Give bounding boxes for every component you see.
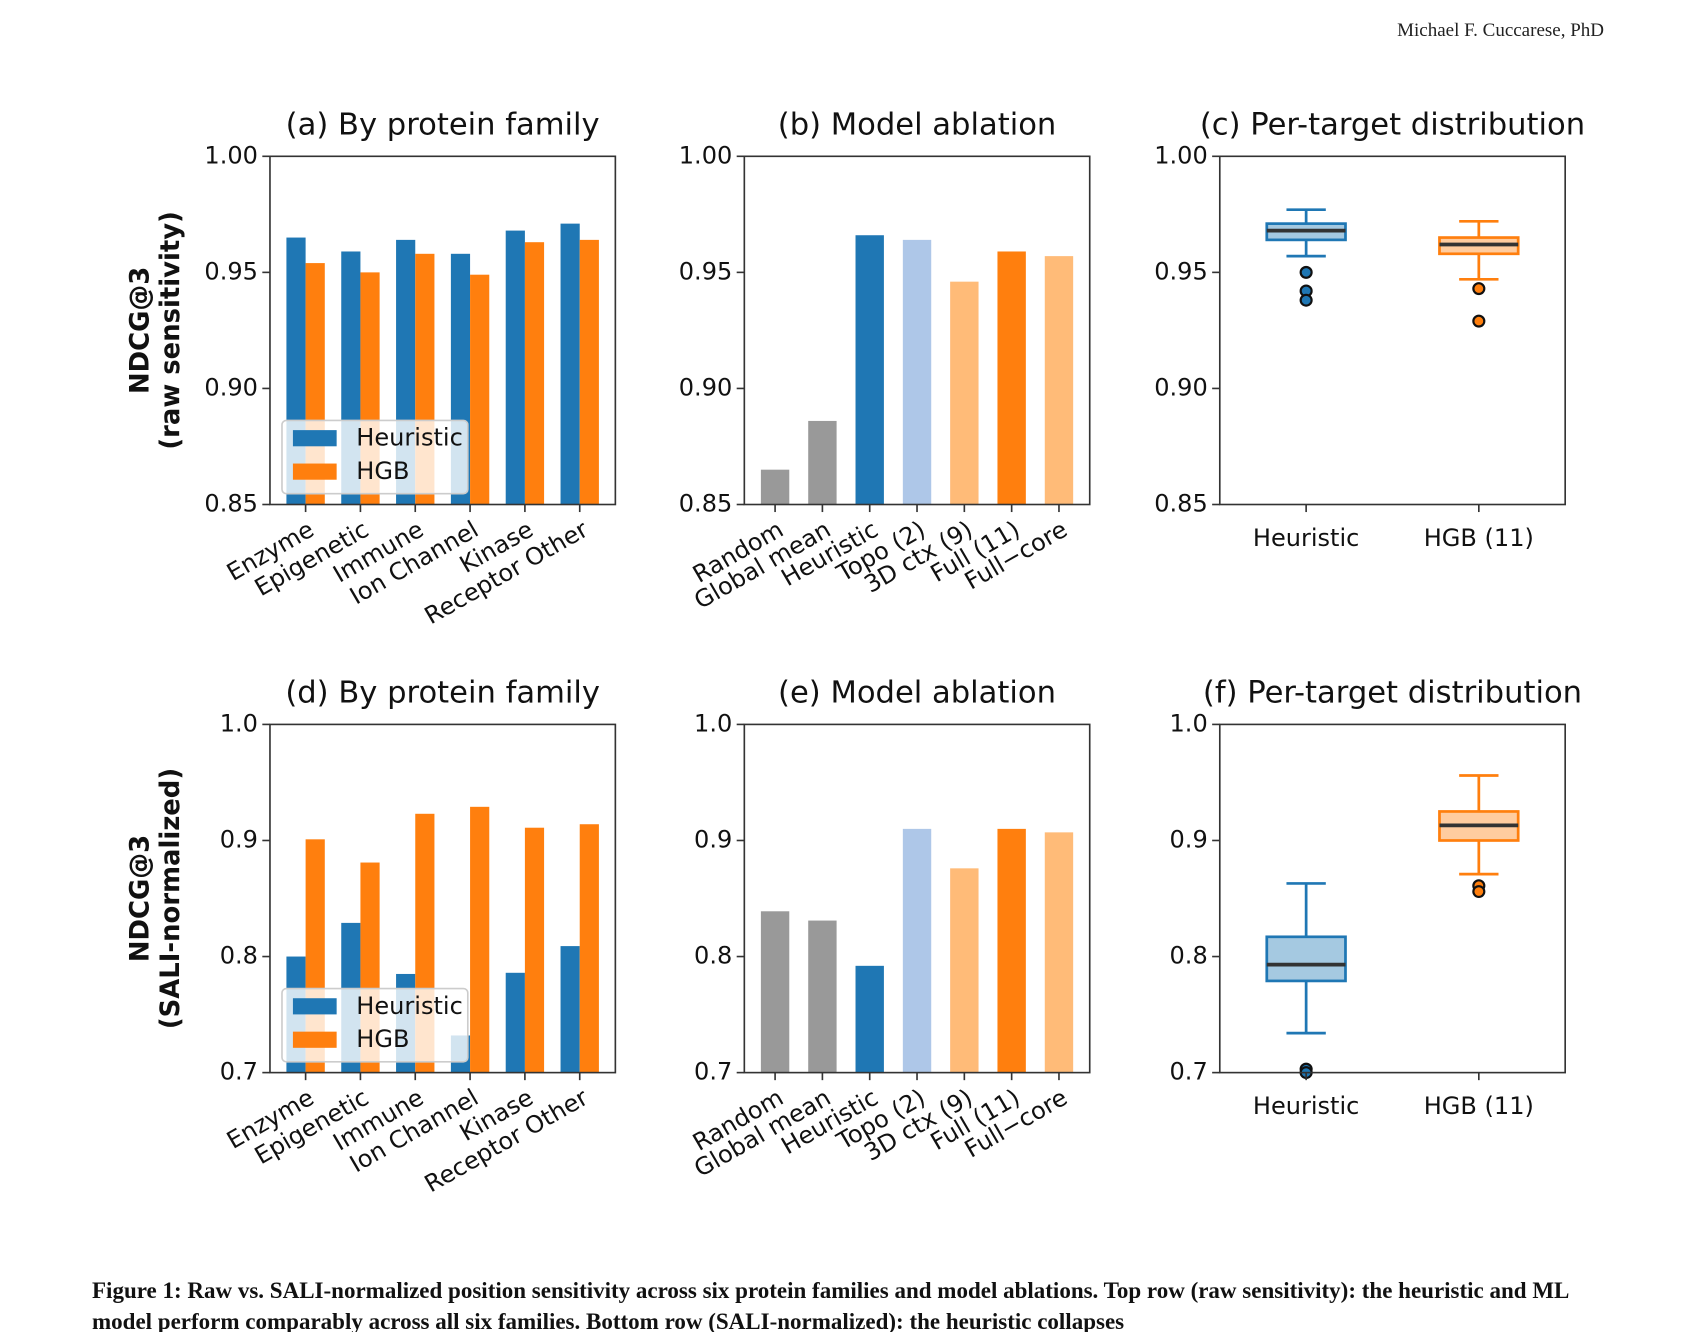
bar [524,242,545,505]
y-tick-label: 1.00 [1154,141,1208,169]
outlier [1472,314,1486,328]
y-tick-label: 0.90 [679,374,733,402]
y-tick-label: 1.0 [694,710,732,738]
axes-frame [269,723,617,1074]
legend-label: Heuristic [356,992,463,1020]
bar [808,420,837,505]
y-tick-label: 0.95 [204,257,258,285]
bar [950,281,979,505]
legend-label: Heuristic [356,424,463,452]
chart-title: (a) By protein family [286,108,600,143]
legend-swatch [292,1031,337,1048]
y-tick-label: 0.95 [679,257,733,285]
bar [902,239,932,505]
y-axis-label: (raw sensitivity) [156,211,186,450]
bar [808,920,837,1073]
bar [505,230,525,505]
y-axis-label: NDCG@3 [125,835,155,962]
axes-frame [1218,723,1566,1074]
legend-swatch [292,998,337,1015]
y-tick-label: 1.00 [204,141,258,169]
bar [902,828,932,1073]
bar [997,251,1026,505]
axes-frame [269,155,617,506]
x-tick-label: HGB (11) [1424,524,1534,552]
bar [760,469,790,505]
legend-label: HGB [356,457,409,485]
x-tick-label: HGB (11) [1424,1092,1534,1120]
bar [1044,256,1074,505]
author: Michael F. Cuccarese, PhD [1397,20,1604,41]
bar [855,965,884,1073]
y-tick-label: 0.8 [694,942,732,970]
outlier [1472,282,1486,296]
legend-label: HGB [356,1025,409,1053]
bar [505,972,525,1073]
bar [950,868,979,1073]
chart-title: (d) By protein family [285,676,600,711]
bar [470,274,490,505]
y-tick-label: 0.85 [679,490,733,518]
bar [760,911,790,1073]
bar [560,223,580,505]
bar [470,806,490,1073]
legend-swatch [292,463,337,480]
bar [1044,832,1074,1073]
chart-title: (b) Model ablation [778,108,1057,143]
y-tick-label: 1.00 [679,141,733,169]
y-tick-label: 0.8 [220,942,258,970]
y-axis-label: NDCG@3 [125,267,155,394]
bar [579,239,599,505]
y-axis-label: (SALI-normalized) [156,768,186,1029]
chart-title: (e) Model ablation [778,676,1056,711]
bar [997,828,1026,1073]
y-tick-label: 0.90 [1154,374,1208,402]
chart-title: (f) Per-target distribution [1203,676,1582,711]
bar [524,827,545,1073]
x-tick-label: Heuristic [1253,1092,1360,1120]
y-tick-label: 0.85 [1154,490,1208,518]
y-tick-label: 0.95 [1154,257,1208,285]
y-tick-label: 0.7 [220,1058,258,1086]
y-tick-label: 0.7 [1170,1058,1208,1086]
outlier [1299,265,1313,279]
bar [579,824,599,1073]
outlier [1299,293,1313,307]
legend-swatch [292,430,337,447]
y-tick-label: 0.9 [694,826,732,854]
bar [560,946,580,1073]
y-tick-label: 0.8 [1170,942,1208,970]
y-tick-label: 0.9 [220,826,258,854]
box [1265,935,1347,983]
y-tick-label: 0.7 [694,1058,732,1086]
caption: Figure 1: Raw vs. SALI-normalized positi… [92,1278,1569,1332]
y-tick-label: 1.0 [220,710,258,738]
x-tick-label: Heuristic [1253,524,1360,552]
chart-title: (c) Per-target distribution [1200,108,1585,143]
bar [855,235,884,505]
y-tick-label: 0.90 [204,374,258,402]
axes-frame [1218,155,1566,506]
y-tick-label: 1.0 [1170,710,1208,738]
y-tick-label: 0.85 [204,490,258,518]
y-tick-label: 0.9 [1170,826,1208,854]
outlier [1472,885,1486,899]
